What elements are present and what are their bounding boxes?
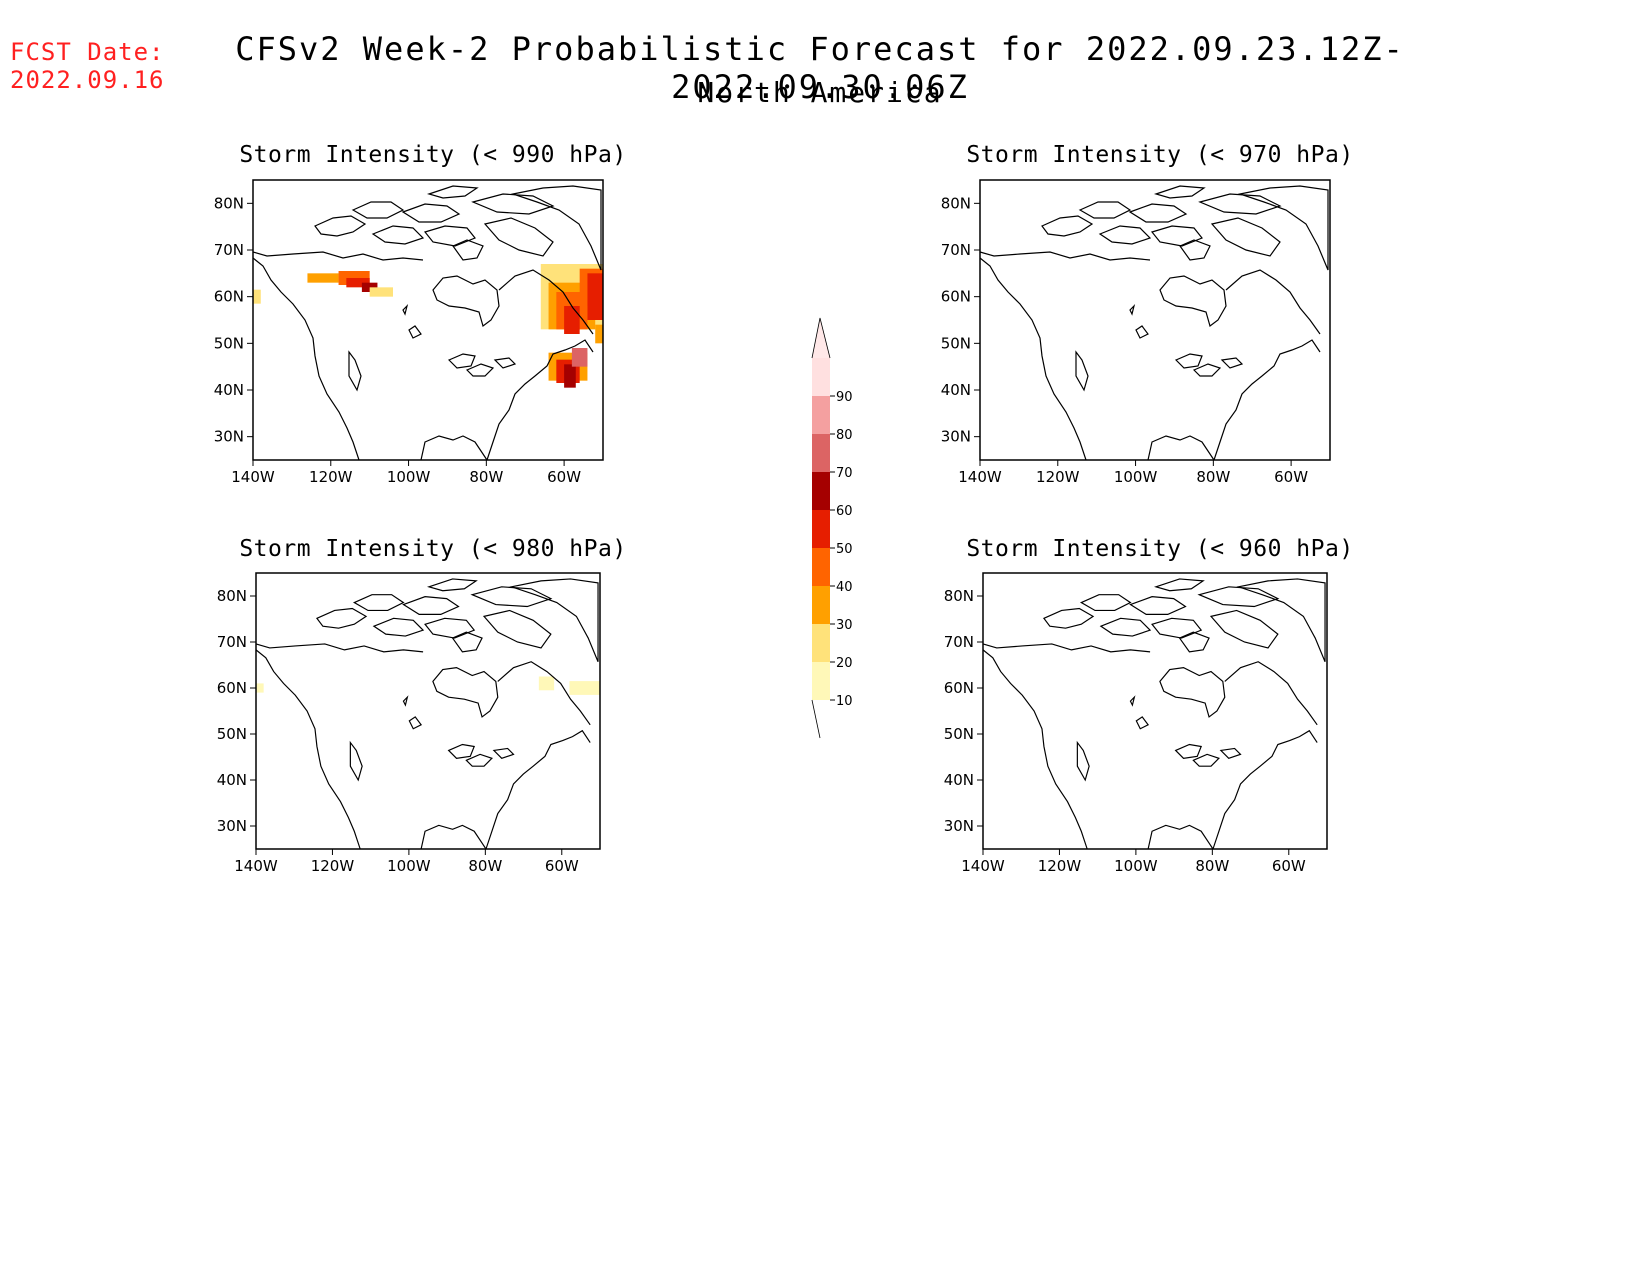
colorbar-label: 50 [836, 542, 853, 557]
forecast-date: FCST Date: 2022.09.16 [10, 38, 165, 94]
coastline [979, 185, 1329, 461]
colorbar-swatch [812, 662, 830, 700]
colorbar-label: 20 [836, 656, 853, 671]
colorbar-label: 30 [836, 618, 853, 633]
lon-tick-label: 120W [1038, 857, 1082, 875]
lat-tick-label: 80N [941, 194, 971, 212]
panel-title-980: Storm Intensity (< 980 hPa) [239, 536, 627, 562]
map-frame [982, 572, 1328, 850]
fcst-date-label: FCST Date: [10, 38, 165, 66]
lat-tick-label: 40N [214, 381, 244, 399]
probability-shading [564, 306, 580, 334]
lon-tick-label: 140W [961, 857, 1005, 875]
map-panel-p960: 80N 70N 60N 50N 40N 30N 140W 120W 100W 80W 60W [944, 572, 1328, 875]
lat-tick-label: 30N [944, 817, 974, 835]
lon-tick-label: 120W [311, 857, 355, 875]
lon-tick-label: 140W [958, 468, 1002, 486]
lat-tick-label: 50N [214, 334, 244, 352]
probability-shading [571, 348, 588, 367]
colorbar: 10 20 30 40 50 60 70 80 90 [811, 317, 853, 739]
probability-shading [346, 278, 370, 288]
lon-tick-label: 60W [545, 857, 579, 875]
map-frame [255, 572, 601, 850]
lon-tick-label: 80W [468, 857, 502, 875]
probability-shading [564, 364, 576, 388]
lat-tick-label: 80N [944, 587, 974, 605]
coastline [255, 578, 599, 850]
lon-tick-label: 80W [1195, 857, 1229, 875]
coastline [982, 578, 1326, 850]
lon-tick-label: 60W [547, 468, 581, 486]
lat-tick-label: 70N [217, 633, 247, 651]
lon-tick-label: 100W [1114, 468, 1158, 486]
lat-tick-label: 30N [941, 428, 971, 446]
lat-tick-label: 40N [944, 771, 974, 789]
map-frame [252, 179, 604, 461]
lon-tick-label: 100W [387, 468, 431, 486]
colorbar-label: 80 [836, 428, 853, 443]
region-subtitle: North America [697, 76, 943, 109]
lat-tick-label: 60N [214, 288, 244, 306]
panel-title-970: Storm Intensity (< 970 hPa) [966, 142, 1354, 168]
lat-tick-label: 70N [941, 241, 971, 259]
map-frame [979, 179, 1331, 461]
colorbar-label: 40 [836, 580, 853, 595]
lat-tick-label: 70N [214, 241, 244, 259]
probability-shading [569, 681, 600, 695]
lat-tick-label: 70N [944, 633, 974, 651]
lat-tick-label: 50N [944, 725, 974, 743]
colorbar-swatch [812, 510, 830, 548]
colorbar-swatch [812, 396, 830, 434]
lon-tick-label: 80W [469, 468, 503, 486]
colorbar-swatch [812, 472, 830, 510]
lat-tick-label: 80N [217, 587, 247, 605]
lat-tick-label: 40N [941, 381, 971, 399]
probability-shading [369, 287, 393, 297]
map-panel-p970: 80N 70N 60N 50N 40N 30N 140W 120W 100W 80W 60W [941, 179, 1331, 486]
lon-tick-label: 140W [231, 468, 275, 486]
probability-shading [587, 273, 603, 320]
colorbar-label: 70 [836, 466, 853, 481]
lat-tick-label: 60N [217, 679, 247, 697]
probability-shading [253, 289, 261, 304]
colorbar-swatch [812, 358, 830, 396]
lat-tick-label: 80N [214, 194, 244, 212]
lon-tick-label: 60W [1272, 857, 1306, 875]
probability-shading [595, 324, 603, 344]
lat-tick-label: 60N [944, 679, 974, 697]
colorbar-label: 90 [836, 390, 853, 405]
probability-shading [361, 282, 378, 292]
colorbar-swatch [812, 434, 830, 472]
lon-tick-label: 120W [1036, 468, 1080, 486]
page-title: CFSv2 Week-2 Probabilistic Forecast for … [235, 30, 1405, 106]
map-panel-p990: 80N 70N 60N 50N 40N 30N 140W 120W 100W 80W 60W [214, 179, 604, 486]
panel-title-990: Storm Intensity (< 990 hPa) [239, 142, 627, 168]
colorbar-top-cap [811, 317, 831, 359]
probability-shading [307, 273, 339, 283]
colorbar-bottom-cap [811, 699, 821, 739]
colorbar-swatch [812, 586, 830, 624]
lon-tick-label: 80W [1196, 468, 1230, 486]
lon-tick-label: 100W [1114, 857, 1158, 875]
lat-tick-label: 50N [217, 725, 247, 743]
lat-tick-label: 30N [217, 817, 247, 835]
lat-tick-label: 60N [941, 288, 971, 306]
map-panel-p980: 80N 70N 60N 50N 40N 30N 140W 120W 100W 80W 60W [217, 572, 601, 875]
probability-shading [256, 683, 264, 693]
colorbar-label: 60 [836, 504, 853, 519]
colorbar-swatch [812, 624, 830, 662]
panel-title-960: Storm Intensity (< 960 hPa) [966, 536, 1354, 562]
lat-tick-label: 50N [941, 334, 971, 352]
lon-tick-label: 140W [234, 857, 278, 875]
lat-tick-label: 40N [217, 771, 247, 789]
fcst-date-value: 2022.09.16 [10, 66, 165, 94]
colorbar-label: 10 [836, 694, 853, 709]
lon-tick-label: 120W [309, 468, 353, 486]
lon-tick-label: 100W [387, 857, 431, 875]
lon-tick-label: 60W [1274, 468, 1308, 486]
colorbar-swatch [812, 548, 830, 586]
lat-tick-label: 30N [214, 428, 244, 446]
probability-shading [538, 676, 555, 691]
